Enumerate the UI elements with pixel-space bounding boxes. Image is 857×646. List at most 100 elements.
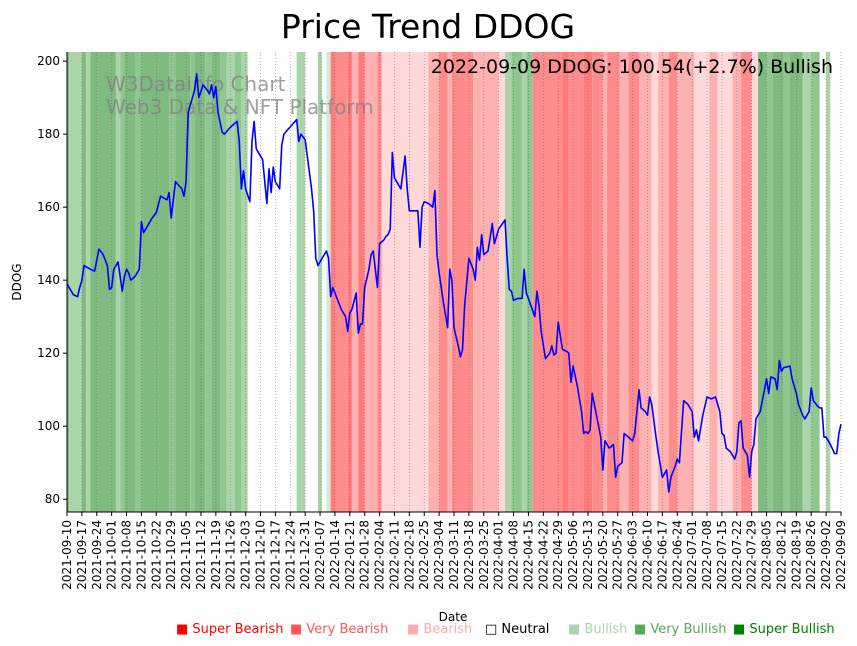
regime-band — [498, 52, 506, 512]
regime-band — [220, 52, 227, 512]
regime-band — [135, 52, 142, 512]
x-tick-label: 2021-10-29 — [164, 520, 178, 590]
x-tick-label: 2022-04-22 — [536, 520, 550, 590]
x-tick-label: 2021-12-24 — [283, 520, 297, 590]
x-tick-label: 2022-04-08 — [507, 520, 521, 590]
x-tick-label: 2022-07-01 — [685, 520, 699, 590]
x-tick-label: 2022-02-04 — [373, 520, 387, 590]
x-tick-label: 2022-07-08 — [700, 520, 714, 590]
x-tick-label: 2021-10-15 — [134, 520, 148, 590]
regime-band — [658, 52, 669, 512]
regime-bands — [67, 52, 841, 512]
regime-band — [772, 52, 784, 512]
x-tick-label: 2021-11-26 — [224, 520, 238, 590]
x-tick-label: 2022-06-17 — [655, 520, 669, 590]
y-tick-label: 180 — [37, 127, 60, 141]
x-tick-label: 2022-04-15 — [521, 520, 535, 590]
regime-band — [709, 52, 718, 512]
regime-band — [247, 52, 257, 512]
x-tick-label: 2022-04-29 — [551, 520, 565, 590]
x-tick-label: 2022-03-04 — [432, 520, 446, 590]
y-tick-label: 80 — [45, 492, 60, 506]
x-tick-label: 2022-05-13 — [581, 520, 595, 590]
x-tick-label: 2022-01-28 — [358, 520, 372, 590]
regime-band — [583, 52, 593, 512]
regime-band — [511, 52, 523, 512]
regime-band — [811, 52, 820, 512]
x-tick-label: 2022-05-20 — [596, 520, 610, 590]
x-tick-label: 2022-02-11 — [387, 520, 401, 590]
regime-band — [694, 52, 710, 512]
x-tick-label: 2022-01-14 — [328, 520, 342, 590]
x-tick-label: 2022-09-02 — [819, 520, 833, 590]
regime-band — [439, 52, 448, 512]
regime-band — [473, 52, 499, 512]
x-tick-label: 2022-05-27 — [611, 520, 625, 590]
legend-item: ■ Very Bearish — [290, 622, 388, 637]
regime-band — [194, 52, 206, 512]
x-tick-label: 2021-12-10 — [254, 520, 268, 590]
regime-band — [830, 52, 841, 512]
regime-band — [619, 52, 629, 512]
regime-band — [668, 52, 678, 512]
x-tick-label: 2021-12-17 — [268, 520, 282, 590]
regime-band — [317, 52, 323, 512]
x-tick-label: 2022-01-07 — [313, 520, 327, 590]
regime-band — [326, 52, 331, 512]
legend-item: ■ Bullish — [568, 622, 627, 637]
regime-band — [364, 52, 378, 512]
regime-band — [358, 52, 365, 512]
price-line — [66, 73, 842, 493]
regime-band — [211, 52, 221, 512]
regime-band — [802, 52, 812, 512]
x-tick-label: 2022-07-29 — [745, 520, 759, 590]
x-tick-label: 2022-06-24 — [670, 520, 684, 590]
regime-band — [69, 52, 82, 512]
regime-band — [120, 52, 125, 512]
x-tick-label: 2021-11-19 — [209, 520, 223, 590]
x-tick-label: 2022-06-10 — [641, 520, 655, 590]
y-axis-ticks: 80 100 120 140 160 180 200 DDOG — [10, 54, 67, 506]
x-tick-label: 2021-12-03 — [239, 520, 253, 590]
legend-item: ■ Super Bearish — [176, 622, 284, 637]
regime-band — [651, 52, 659, 512]
regime-band — [526, 52, 533, 512]
regime-band — [205, 52, 212, 512]
regime-band — [241, 52, 248, 512]
regime-band — [592, 52, 603, 512]
legend-item: ■ Super Bullish — [733, 622, 835, 637]
x-tick-label: 2021-10-01 — [105, 520, 119, 590]
x-tick-label: 2021-09-24 — [90, 520, 104, 590]
regime-band — [296, 52, 306, 512]
x-tick-label: 2022-07-15 — [715, 520, 729, 590]
regime-band — [115, 52, 121, 512]
x-axis-title: Date — [439, 610, 468, 624]
x-tick-label: 2022-02-25 — [417, 520, 431, 590]
legend-item: ■ Very Bullish — [634, 622, 726, 637]
x-tick-label: 2022-08-19 — [789, 520, 803, 590]
regime-band — [826, 52, 831, 512]
y-tick-label: 140 — [37, 273, 60, 287]
regime-band — [522, 52, 527, 512]
x-tick-label: 2022-03-25 — [477, 520, 491, 590]
x-axis-ticks: 2021-09-10 2021-09-17 2021-09-24 2021-10-01… — [60, 512, 848, 624]
regime-band — [532, 52, 563, 512]
regime-band — [602, 52, 608, 512]
regime-band — [347, 52, 352, 512]
regime-band — [751, 52, 759, 512]
regime-band — [428, 52, 440, 512]
x-tick-label: 2021-10-22 — [149, 520, 163, 590]
regime-band — [732, 52, 742, 512]
regime-band — [322, 52, 327, 512]
regime-band — [256, 52, 297, 512]
x-tick-label: 2021-10-08 — [120, 520, 134, 590]
regime-band — [562, 52, 569, 512]
x-tick-label: 2021-12-31 — [298, 520, 312, 590]
regime-band — [451, 52, 474, 512]
regime-band — [377, 52, 382, 512]
x-tick-label: 2022-07-22 — [730, 520, 744, 590]
regime-band — [169, 52, 176, 512]
regime-band — [351, 52, 359, 512]
regime-band — [677, 52, 695, 512]
